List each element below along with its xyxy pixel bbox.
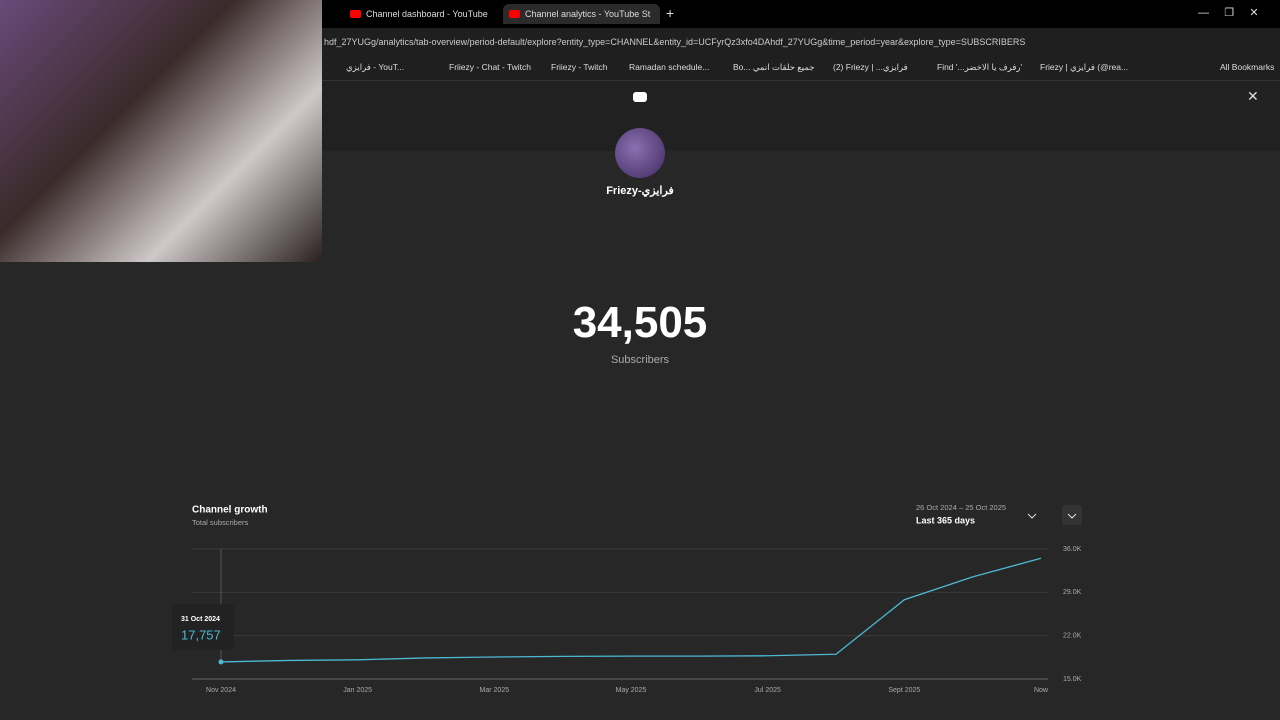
tooltip-value: 17,757 <box>181 627 221 642</box>
period[interactable]: Last 365 days <box>916 515 975 525</box>
chart-title: Channel growth <box>192 505 268 516</box>
tab[interactable]: Channel dashboard - YouTube <box>344 4 506 24</box>
hover-point <box>218 659 224 665</box>
bookmark[interactable]: (2) Friezy | ...فرايزي <box>833 62 908 72</box>
bookmark[interactable]: Find '...رفرف يا الاخضر' <box>937 62 1023 72</box>
channel-name: Friezy-فرايزي <box>606 185 674 197</box>
chart: Channel growth Total subscribers 26 Oct … <box>172 503 1082 694</box>
x-tick-label: Now <box>1034 687 1049 694</box>
x-tick-label: Jul 2025 <box>754 687 781 694</box>
close-button[interactable]: ✕ <box>1247 88 1259 104</box>
youtube-logo <box>633 92 647 102</box>
tab[interactable]: Channel analytics - YouTube St <box>503 4 660 24</box>
bookmark[interactable]: Friezy | فرايزي (@rea... <box>1040 62 1129 72</box>
bookmark[interactable]: Bo... جميع حلقات انمي <box>733 62 815 72</box>
bookmark[interactable]: Friiezy - Twitch <box>551 62 608 72</box>
expand-button[interactable] <box>1062 505 1082 525</box>
window-controls[interactable]: — ❐ ✕ <box>1198 7 1259 19</box>
tooltip <box>172 604 234 650</box>
new-tab[interactable]: + <box>666 5 675 21</box>
subscriber-line <box>220 557 1042 663</box>
expand-icon <box>1067 513 1077 519</box>
all-bookmarks[interactable]: All Bookmarks <box>1220 62 1275 72</box>
y-tick-label: 15.0K <box>1063 676 1082 683</box>
bookmark[interactable]: Friiezy - Chat - Twitch <box>449 62 532 72</box>
bookmark[interactable]: فرايزي - YouT... <box>346 62 405 72</box>
x-tick-label: Nov 2024 <box>206 687 236 694</box>
tooltip-date: 31 Oct 2024 <box>181 616 220 623</box>
dropdown-icon[interactable] <box>1027 513 1037 519</box>
date-range: 26 Oct 2024 – 25 Oct 2025 <box>916 503 1006 512</box>
x-tick-label: Sept 2025 <box>888 687 920 694</box>
subscriber-count: 34,505 <box>572 298 708 347</box>
avatar <box>615 128 665 178</box>
bookmark[interactable]: Ramadan schedule... <box>629 62 710 72</box>
x-tick-label: Jan 2025 <box>343 687 372 694</box>
subscriber-label: Subscribers <box>610 354 670 366</box>
y-tick-label: 36.0K <box>1063 546 1082 553</box>
y-tick-label: 22.0K <box>1063 633 1082 640</box>
chart-subtitle: Total subscribers <box>192 518 249 527</box>
x-tick-label: Mar 2025 <box>480 687 510 694</box>
x-tick-label: May 2025 <box>616 687 647 694</box>
url[interactable]: hdf_27YUGg/analytics/tab-overview/period… <box>324 37 1026 47</box>
webcam-overlay <box>0 0 322 262</box>
y-tick-label: 29.0K <box>1063 589 1082 596</box>
